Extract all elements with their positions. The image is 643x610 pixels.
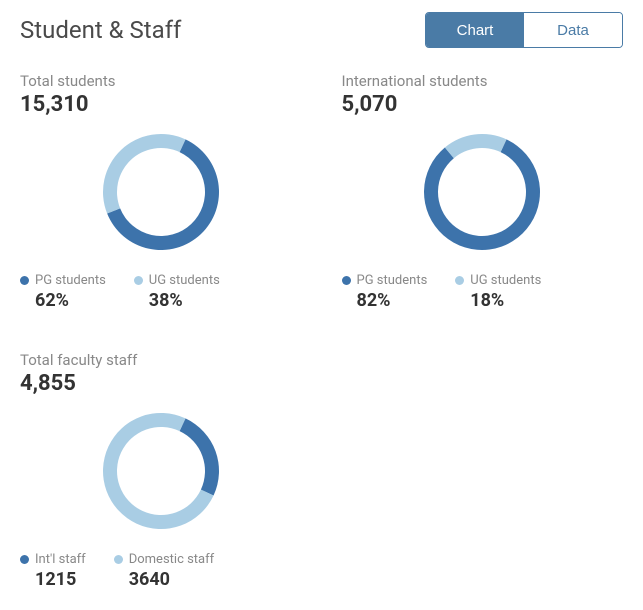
panel-label: Total students: [20, 72, 302, 90]
chart-toggle-button[interactable]: Chart: [426, 13, 524, 47]
view-toggle: Chart Data: [425, 12, 623, 48]
legend-dot-icon: [20, 276, 29, 285]
header-row: Student & Staff Chart Data: [20, 12, 623, 48]
legend-item: UG students 38%: [134, 273, 220, 311]
panel-total-students: Total students 15,310 PG students 62% UG…: [20, 72, 302, 311]
legend-item: PG students 62%: [20, 273, 106, 311]
donut-svg-1: [417, 127, 547, 257]
donut-chart: [20, 406, 302, 536]
legend-item: UG students 18%: [455, 273, 541, 311]
panel-total-faculty-staff: Total faculty staff 4,855 Int'l staff 12…: [20, 351, 302, 590]
legend-label: PG students: [357, 273, 428, 288]
legend-dot-icon: [20, 555, 29, 564]
legend-dot-icon: [342, 276, 351, 285]
donut-segment: [445, 134, 507, 158]
donut-svg-2: [96, 406, 226, 536]
legend-top: Int'l staff: [20, 552, 86, 567]
panel-international-students: International students 5,070 PG students…: [342, 72, 624, 311]
legend-value: 18%: [470, 290, 541, 311]
data-toggle-button[interactable]: Data: [524, 13, 622, 47]
donut-chart: [342, 127, 624, 257]
legend-value: 82%: [357, 290, 428, 311]
legend-top: PG students: [20, 273, 106, 288]
panel-value: 5,070: [342, 92, 624, 117]
legend-top: UG students: [134, 273, 220, 288]
legend-label: Domestic staff: [129, 552, 214, 567]
legend: Int'l staff 1215 Domestic staff 3640: [20, 552, 302, 590]
legend-value: 62%: [35, 290, 106, 311]
legend-label: PG students: [35, 273, 106, 288]
page-title: Student & Staff: [20, 16, 181, 44]
donut-segment: [424, 139, 540, 250]
donut-svg-0: [96, 127, 226, 257]
legend-item: Int'l staff 1215: [20, 552, 86, 590]
legend-item: PG students 82%: [342, 273, 428, 311]
legend: PG students 82% UG students 18%: [342, 273, 624, 311]
donut-chart: [20, 127, 302, 257]
legend-value: 1215: [35, 569, 86, 590]
legend-top: UG students: [455, 273, 541, 288]
legend-dot-icon: [114, 555, 123, 564]
legend-top: PG students: [342, 273, 428, 288]
panel-label: Total faculty staff: [20, 351, 302, 369]
panels-grid: Total students 15,310 PG students 62% UG…: [20, 72, 623, 590]
legend-dot-icon: [455, 276, 464, 285]
panel-value: 15,310: [20, 92, 302, 117]
donut-segment: [103, 134, 186, 214]
legend-label: UG students: [149, 273, 220, 288]
legend-value: 3640: [129, 569, 214, 590]
legend-dot-icon: [134, 276, 143, 285]
panel-label: International students: [342, 72, 624, 90]
legend-label: Int'l staff: [35, 552, 86, 567]
legend-value: 38%: [149, 290, 220, 311]
legend-label: UG students: [470, 273, 541, 288]
legend-top: Domestic staff: [114, 552, 214, 567]
legend: PG students 62% UG students 38%: [20, 273, 302, 311]
legend-item: Domestic staff 3640: [114, 552, 214, 590]
panel-value: 4,855: [20, 371, 302, 396]
donut-segment: [179, 418, 218, 495]
